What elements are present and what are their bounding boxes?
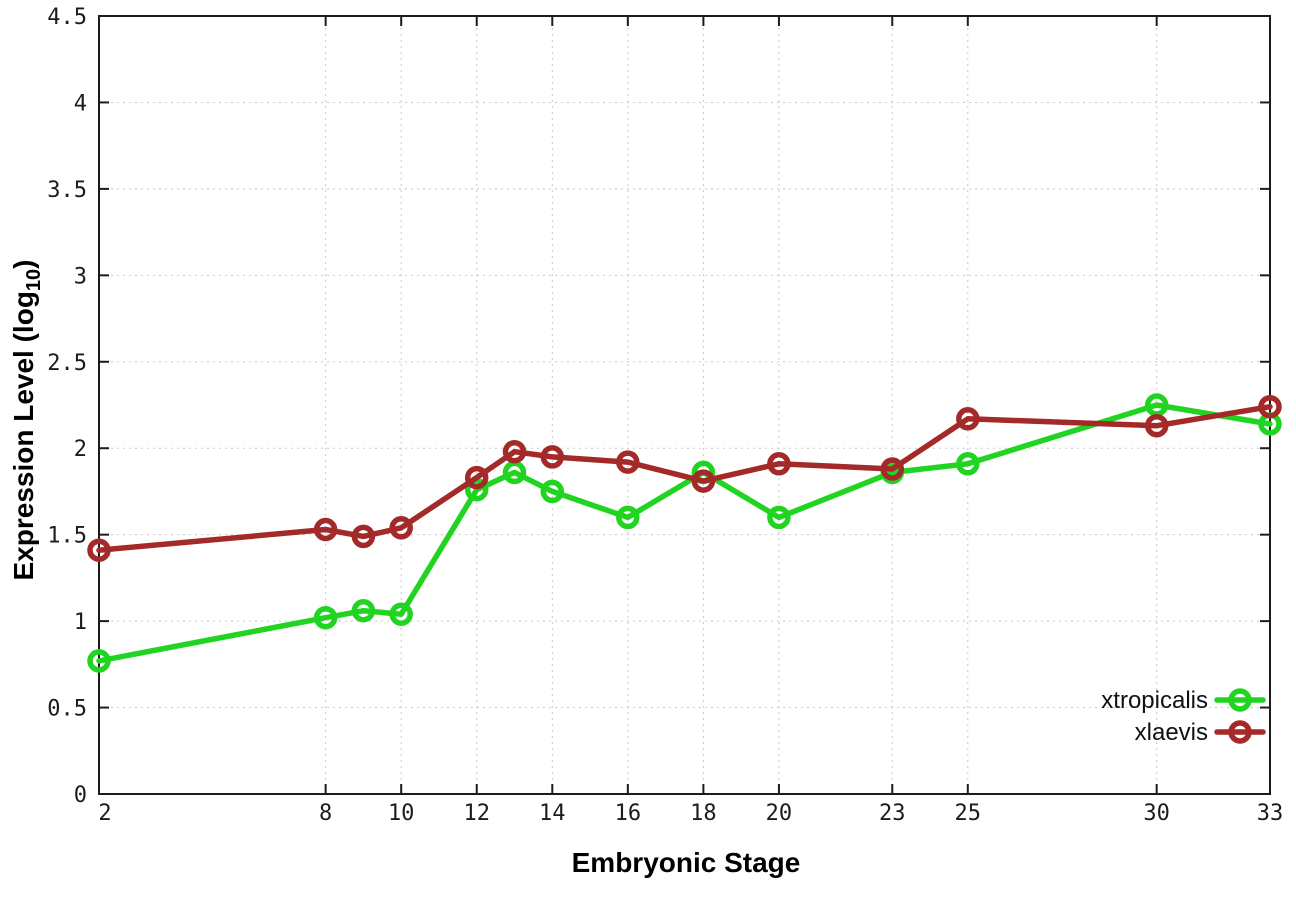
y-tick-label: 3: [74, 264, 87, 289]
axis-ticks: [98, 15, 1271, 795]
legend-marker-xlaevis: [1214, 720, 1266, 744]
x-tick-label: 23: [879, 801, 906, 826]
data-point-marker: [616, 505, 640, 530]
data-point-marker: [956, 452, 980, 476]
data-point-marker: [767, 452, 791, 476]
data-point-marker: [313, 605, 338, 630]
axis-tick-labels: 0 0.5 1 1.5 2 2.5 3 3.5 4 4.5 2 8 10 12 14 16 18 20 23 25 30…: [47, 5, 1283, 826]
y-axis-title: Expression Level (log10): [8, 260, 45, 581]
y-axis-title-main: Expression Level (log: [8, 291, 39, 580]
data-point-marker: [540, 479, 565, 504]
y-tick-label: 4.5: [47, 5, 87, 30]
y-tick-label: 0: [74, 783, 87, 808]
x-tick-label: 2: [98, 801, 111, 826]
data-series: [87, 393, 1282, 673]
x-tick-label: 33: [1257, 801, 1284, 826]
y-tick-label: 1.5: [47, 524, 87, 549]
legend-point-sample: [1228, 688, 1252, 712]
x-tick-label: 10: [388, 801, 415, 826]
data-point-marker: [1144, 413, 1169, 438]
data-point-marker: [691, 469, 716, 493]
data-point-marker: [540, 445, 565, 469]
x-tick-label: 12: [463, 801, 490, 826]
series-xlaevis: [87, 394, 1282, 562]
x-axis-title: Embryonic Stage: [572, 847, 801, 878]
y-tick-label: 2: [74, 437, 87, 462]
gridlines: [99, 16, 1270, 794]
data-point-marker: [351, 524, 376, 549]
y-axis-title-subscript: 10: [23, 269, 45, 291]
x-tick-label: 18: [690, 801, 717, 826]
y-tick-label: 4: [74, 91, 87, 116]
plot-border-rect: [98, 15, 1271, 795]
legend-label-xlaevis: xlaevis: [1135, 719, 1208, 746]
data-point-marker: [1258, 394, 1282, 419]
data-point-marker: [313, 517, 338, 542]
data-point-marker: [880, 457, 905, 481]
data-point-marker: [87, 538, 111, 562]
series-line: [96, 403, 1273, 553]
data-point-marker: [767, 505, 791, 530]
x-tick-label: 30: [1143, 801, 1170, 826]
x-tick-label: 16: [615, 801, 642, 826]
data-point-marker: [502, 439, 527, 464]
data-point-marker: [956, 407, 980, 431]
x-tick-label: 20: [766, 801, 793, 826]
legend-label-xtropicalis: xtropicalis: [1101, 687, 1208, 714]
x-tick-label: 14: [539, 801, 566, 826]
legend: xtropicalis xlaevis: [1101, 687, 1208, 746]
y-tick-label: 1: [74, 610, 87, 635]
data-point-marker: [87, 649, 111, 673]
y-tick-label: 2.5: [47, 351, 87, 376]
data-point-marker: [351, 598, 376, 623]
x-tick-label: 25: [955, 801, 982, 826]
legend-markers: [1214, 688, 1266, 744]
data-point-marker: [616, 450, 640, 474]
y-tick-label: 3.5: [47, 178, 87, 203]
x-tick-label: 8: [319, 801, 332, 826]
data-point-marker: [389, 516, 413, 540]
legend-marker-xtropicalis: [1214, 688, 1266, 712]
data-point-marker: [464, 465, 489, 490]
legend-point-sample: [1228, 720, 1252, 744]
plot-border: [98, 15, 1271, 795]
y-axis-title-end: ): [8, 260, 39, 269]
data-point-marker: [389, 602, 413, 626]
y-tick-label: 0.5: [47, 697, 87, 722]
